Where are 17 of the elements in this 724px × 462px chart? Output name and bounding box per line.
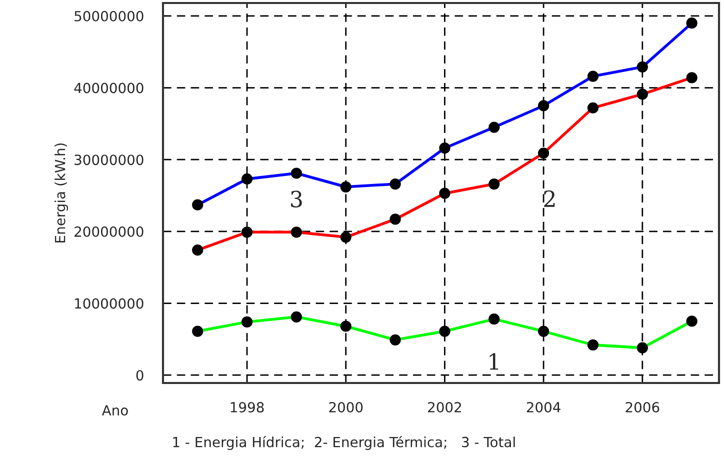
y-tick-label: 50000000 — [74, 10, 144, 22]
y-axis-title: Energia (kW.h) — [54, 143, 68, 242]
text: 1 - Energia Hídrica; 2- Energia Térmica; 3 - Total — [173, 436, 515, 450]
y-tick-label: 40000000 — [74, 82, 144, 94]
x-tick-label: 2002 — [428, 402, 461, 412]
x-tick-label: 2006 — [626, 402, 660, 412]
x-tick-label: 2004 — [526, 402, 560, 412]
series-label: 3 — [291, 190, 302, 208]
series-label: 2 — [544, 190, 555, 207]
y-tick-label: 10000000 — [75, 298, 144, 309]
x-axis-title: Ano — [102, 405, 128, 416]
x-tick-label: 2000 — [329, 402, 363, 412]
y-tick-label: 30000000 — [74, 154, 144, 166]
y-tick-label: 0 — [136, 370, 144, 381]
series-label: 1 — [490, 353, 498, 370]
y-tick-label: 20000000 — [74, 226, 144, 237]
x-tick-label: 1998 — [230, 402, 264, 412]
